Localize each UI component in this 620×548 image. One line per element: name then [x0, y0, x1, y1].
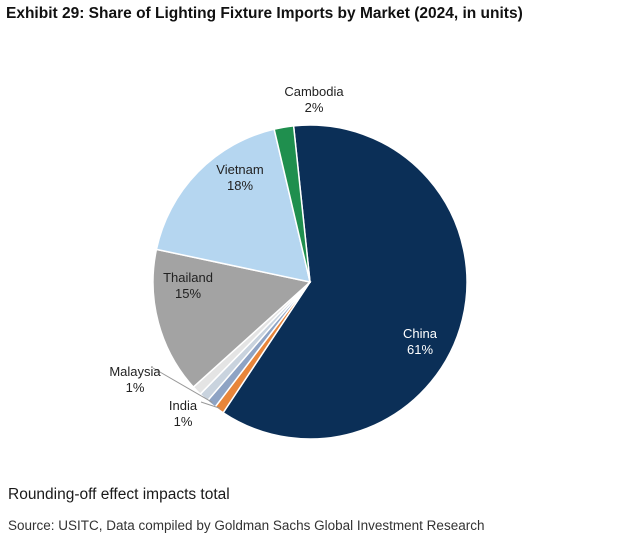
rounding-note: Rounding-off effect impacts total	[8, 486, 230, 503]
slice-label-malaysia: Malaysia 1%	[109, 364, 161, 395]
leader-line-malaysia	[152, 367, 213, 403]
pie-slices	[152, 124, 468, 440]
slice-label-cambodia: Cambodia 2%	[284, 84, 344, 115]
source-note: Source: USITC, Data compiled by Goldman …	[8, 518, 485, 533]
slice-label-india: India 1%	[169, 398, 198, 429]
slice-labels: China 61% India 1% Malaysia 1% Thailand 15% Viet…	[109, 84, 437, 429]
leader-line-india	[200, 401, 221, 409]
slice-label-china: China 61%	[403, 326, 438, 357]
chart-title: Exhibit 29: Share of Lighting Fixture Im…	[6, 5, 523, 22]
slice-label-vietnam: Vietnam 18%	[216, 162, 263, 193]
pie-slice-thailand	[152, 248, 312, 389]
slice-label-thailand: Thailand 15%	[163, 270, 213, 301]
pie-slice-china	[222, 124, 468, 440]
leader-lines	[152, 367, 221, 409]
pie-slice-vietnam	[155, 128, 312, 283]
pie-slice-cambodia	[273, 125, 311, 283]
